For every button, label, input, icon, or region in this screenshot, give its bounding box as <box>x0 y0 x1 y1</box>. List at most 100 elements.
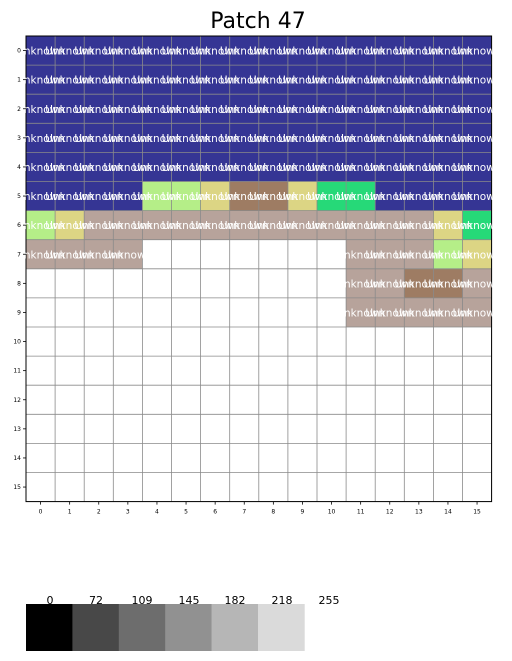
cell-label-r6-c6: Unknown <box>191 220 240 232</box>
heatmap-cell-r9-c11 <box>346 297 376 328</box>
heatmap-cell-r8-c6 <box>200 268 231 299</box>
cell-label-r4-c13: Unknown <box>394 162 443 174</box>
heatmap-cell-r8-c7 <box>229 268 260 299</box>
legend-label: 145 <box>179 594 200 607</box>
heatmap-cell-r12-c4 <box>142 385 172 415</box>
cell-label-r6-c0: Unknown <box>16 220 65 232</box>
cell-label-r6-c3: Unknown <box>103 220 152 232</box>
heatmap-cell-r5-c2 <box>84 181 114 211</box>
heatmap-cell-r5-c9 <box>287 181 318 211</box>
heatmap-cell-r10-c2 <box>84 327 114 357</box>
cell-label-r6-c10: Unknown <box>307 220 356 232</box>
cell-label-r6-c9: Unknown <box>278 220 327 232</box>
heatmap-cell-r2-c11 <box>346 94 376 124</box>
cell-label-r1-c3: Unknown <box>103 75 152 87</box>
x-tick-label: 3 <box>126 509 130 516</box>
heatmap-cell-r6-c7 <box>229 210 260 241</box>
cell-label-r2-c0: Unknown <box>16 104 65 116</box>
heatmap-cell-r9-c6 <box>200 297 231 328</box>
heatmap-cell-r15-c11 <box>346 472 376 502</box>
heatmap-cell-r10-c7 <box>229 327 260 357</box>
heatmap-cell-r14-c2 <box>84 443 114 473</box>
cell-label-r0-c14: Unknown <box>424 46 473 58</box>
legend-swatch <box>26 604 73 651</box>
heatmap-cell-r11-c15 <box>462 356 492 386</box>
cell-label-r5-c15: Unknown <box>453 191 502 203</box>
heatmap-cell-r4-c8 <box>258 152 289 182</box>
heatmap-cell-r6-c10 <box>317 210 347 241</box>
heatmap-cell-r4-c10 <box>317 152 347 182</box>
y-tick-label: 7 <box>17 251 21 258</box>
heatmap-cell-r7-c10 <box>317 239 347 270</box>
cell-label-r4-c3: Unknown <box>103 162 152 174</box>
heatmap-cell-r3-c15 <box>462 123 492 153</box>
heatmap-cell-r8-c10 <box>317 268 347 299</box>
cell-label-r3-c11: Unknown <box>336 133 385 145</box>
cell-label-r5-c6: Unknown <box>191 191 240 203</box>
heatmap-cell-r8-c2 <box>84 268 114 299</box>
heatmap-cell-r6-c12 <box>375 210 405 241</box>
heatmap-cell-r5-c6 <box>200 181 231 211</box>
cell-label-r3-c6: Unknown <box>191 133 240 145</box>
cell-label-r5-c7: Unknown <box>220 191 269 203</box>
heatmap-cell-r14-c14 <box>433 443 463 473</box>
cell-label-r4-c15: Unknown <box>453 162 502 174</box>
y-tick-label: 2 <box>17 106 21 113</box>
heatmap-cell-r2-c8 <box>258 94 289 124</box>
cell-label-r4-c5: Unknown <box>162 162 211 174</box>
cell-label-r2-c3: Unknown <box>103 104 152 116</box>
cell-label-r3-c13: Unknown <box>394 133 443 145</box>
heatmap-cell-r12-c7 <box>229 385 260 415</box>
heatmap-cell-r10-c5 <box>171 327 201 357</box>
cell-label-r0-c3: Unknown <box>103 46 152 58</box>
cell-label-r6-c14: Unknown <box>424 220 473 232</box>
heatmap-cell-r9-c2 <box>84 297 114 328</box>
heatmap-cell-r0-c11 <box>346 36 376 66</box>
heatmap-cell-r3-c5 <box>171 123 201 153</box>
heatmap-cell-r15-c5 <box>171 472 201 502</box>
heatmap-cell-r8-c11 <box>346 268 376 299</box>
cell-label-r4-c1: Unknown <box>45 162 94 174</box>
heatmap-cell-r14-c10 <box>317 443 347 473</box>
x-tick-label: 9 <box>301 509 305 516</box>
heatmap-cell-r13-c11 <box>346 414 376 444</box>
cell-label-r2-c15: Unknown <box>453 104 502 116</box>
heatmap-cell-r14-c9 <box>287 443 318 473</box>
cell-label-r0-c15: Unknown <box>453 46 502 58</box>
heatmap-cell-r10-c14 <box>433 327 463 357</box>
cell-label-r6-c2: Unknown <box>74 220 123 232</box>
y-tick-label: 3 <box>17 135 21 142</box>
heatmap-cell-r8-c9 <box>287 268 318 299</box>
y-tick-label: 12 <box>13 397 21 404</box>
heatmap-cell-r8-c8 <box>258 268 289 299</box>
cell-label-r4-c12: Unknown <box>365 162 414 174</box>
cell-label-r5-c1: Unknown <box>45 191 94 203</box>
legend-swatch <box>258 604 305 651</box>
cell-label-r2-c11: Unknown <box>336 104 385 116</box>
heatmap-cell-r1-c7 <box>229 65 260 95</box>
heatmap-cell-r7-c11 <box>346 239 376 270</box>
cell-label-r9-c12: Unknown <box>365 307 414 319</box>
heatmap-cell-r15-c2 <box>84 472 114 502</box>
x-tick-label: 12 <box>386 509 394 516</box>
heatmap-cell-r9-c8 <box>258 297 289 328</box>
cell-label-r1-c13: Unknown <box>394 75 443 87</box>
cell-label-r0-c7: Unknown <box>220 46 269 58</box>
cell-label-r9-c14: Unknown <box>424 307 473 319</box>
heatmap-cell-r10-c15 <box>462 327 492 357</box>
heatmap-cell-r4-c3 <box>113 152 143 182</box>
heatmap-cell-r4-c4 <box>142 152 172 182</box>
heatmap-cell-r10-c11 <box>346 327 376 357</box>
x-tick-label: 4 <box>155 509 159 516</box>
heatmap-cell-r5-c8 <box>258 181 289 211</box>
x-tick-label: 2 <box>97 509 101 516</box>
heatmap-cell-r12-c0 <box>26 385 56 415</box>
heatmap-cell-r5-c0 <box>26 181 56 211</box>
heatmap-cell-r10-c8 <box>258 327 289 357</box>
heatmap-cell-r9-c10 <box>317 297 347 328</box>
cell-label-r3-c8: Unknown <box>249 133 298 145</box>
heatmap-cell-r7-c9 <box>287 239 318 270</box>
cell-label-r2-c1: Unknown <box>45 104 94 116</box>
heatmap-cell-r6-c11 <box>346 210 376 241</box>
cell-label-r3-c7: Unknown <box>220 133 269 145</box>
